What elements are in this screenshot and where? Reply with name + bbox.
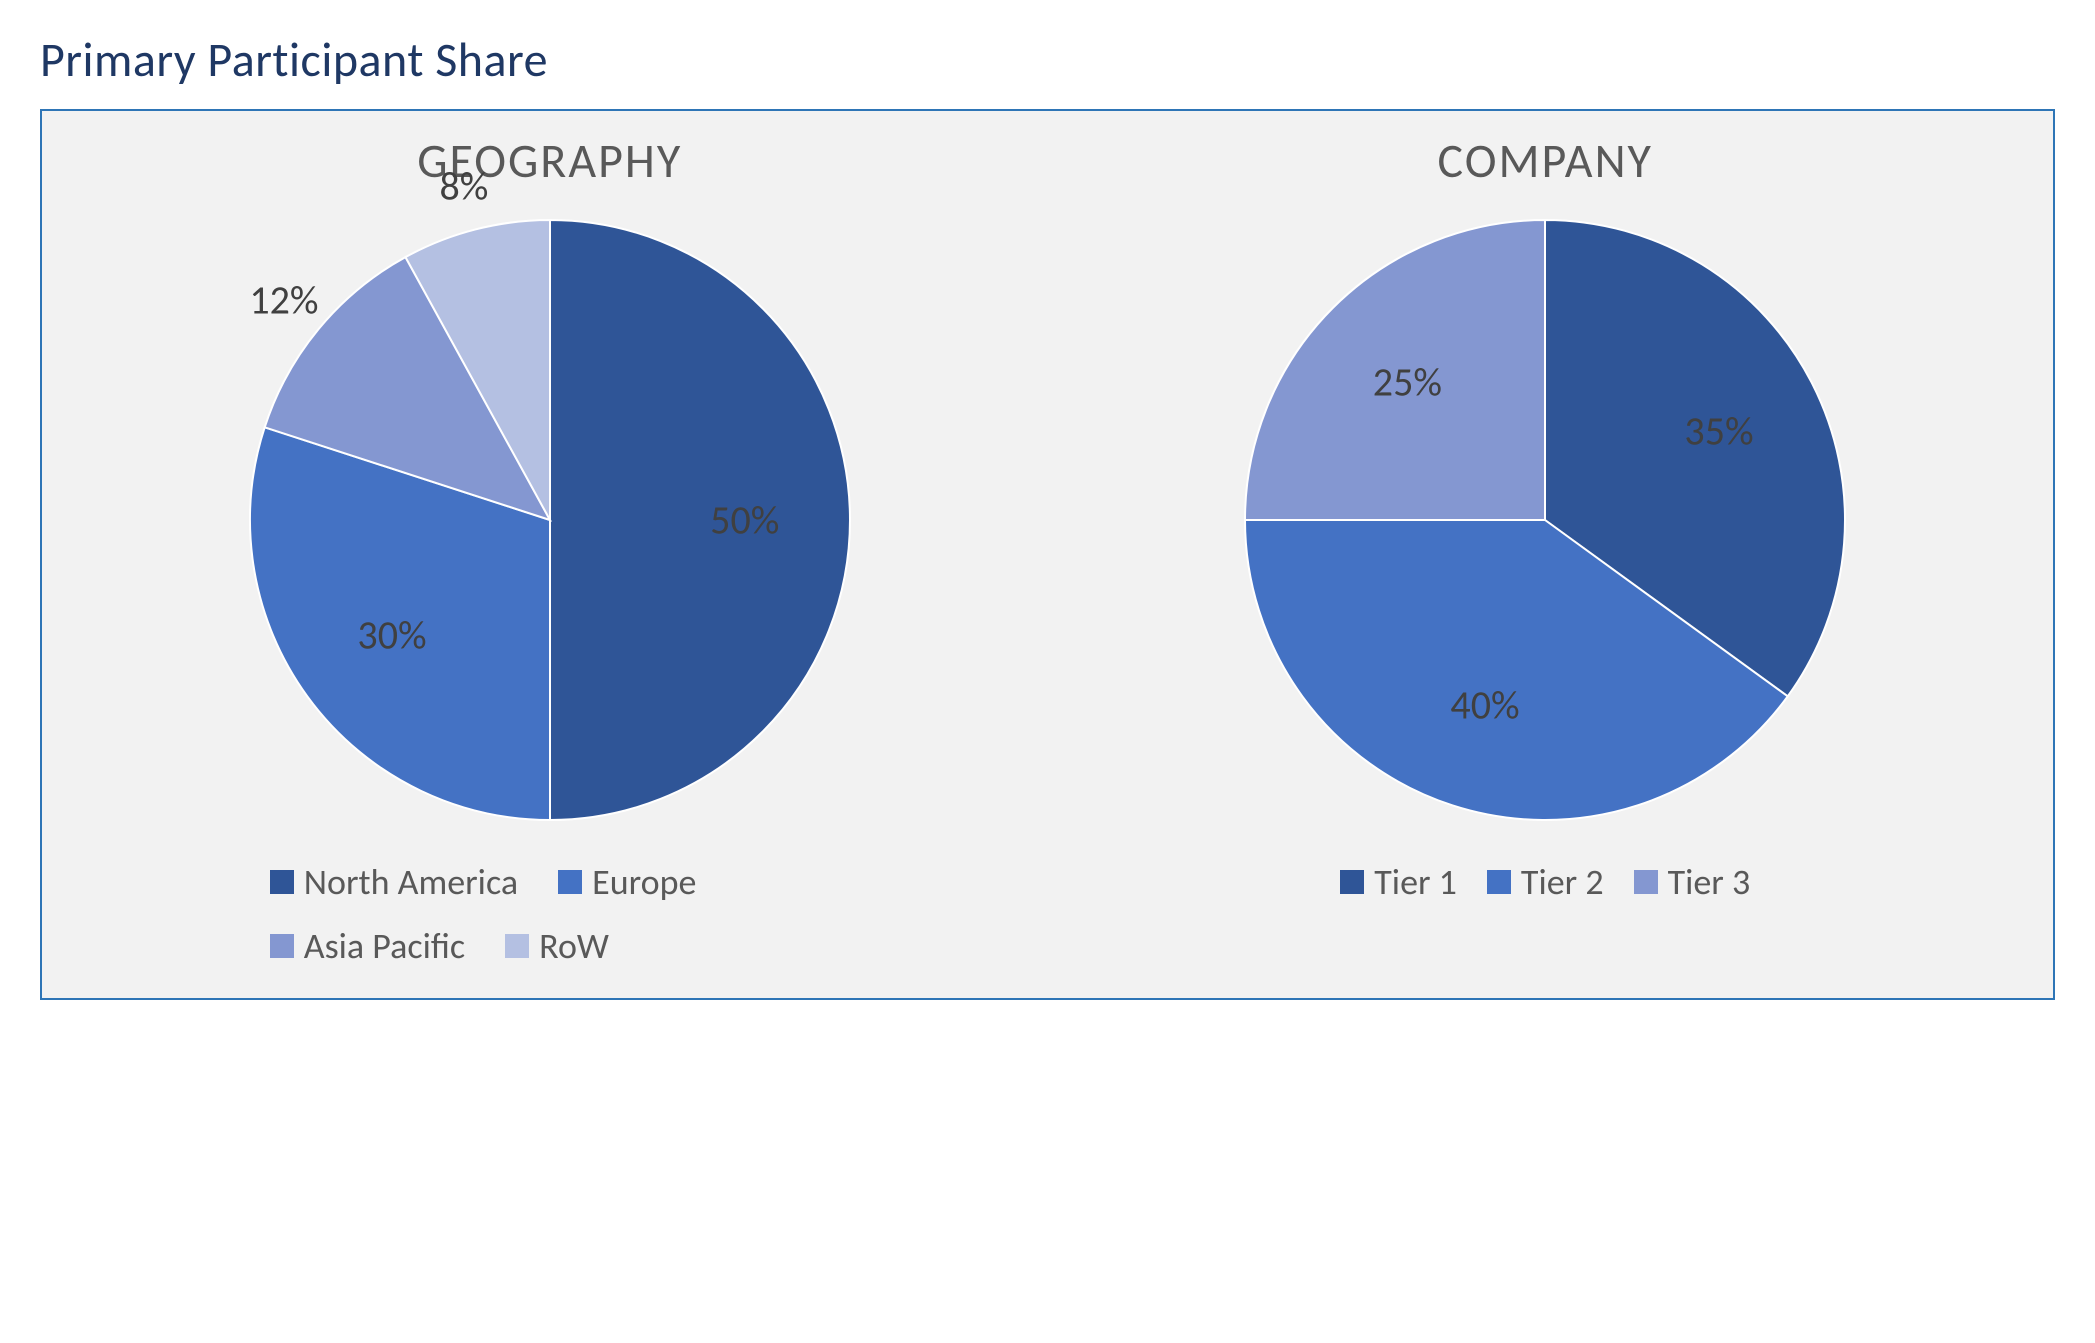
page-title: Primary Participant Share (40, 30, 2055, 89)
company-panel: COMPANY 35% 40% 25% Tier 1 Tier 2 Tier 3 (1078, 131, 2014, 968)
geography-panel: GEOGRAPHY 50%30%12%8% North AmericaEurop… (82, 131, 1018, 968)
legend-item-row: RoW (505, 924, 609, 968)
legend-swatch (1487, 870, 1511, 894)
pie-label-tier-3: 25% (1373, 358, 1442, 407)
legend-item-tier-2: Tier 2 (1487, 860, 1604, 904)
legend-label: Tier 3 (1668, 860, 1751, 904)
legend-label: Tier 2 (1521, 860, 1604, 904)
legend-label: Asia Pacific (304, 924, 465, 968)
legend-item-north-america: North America (270, 860, 518, 904)
charts-container: GEOGRAPHY 50%30%12%8% North AmericaEurop… (40, 109, 2055, 1000)
pie-label-tier-2: 40% (1450, 681, 1519, 730)
legend-item-tier-1: Tier 1 (1340, 860, 1457, 904)
geography-pie: 50%30%12%8% (240, 210, 860, 830)
legend-label: RoW (539, 924, 609, 968)
pie-label-tier-1: 35% (1684, 407, 1753, 456)
legend-swatch (558, 870, 582, 894)
legend-swatch (1634, 870, 1658, 894)
legend-label: Europe (592, 860, 696, 904)
legend-item-asia-pacific: Asia Pacific (270, 924, 465, 968)
legend-swatch (270, 870, 294, 894)
pie-label-asia-pacific: 12% (249, 276, 318, 325)
pie-label-row: 8% (440, 161, 489, 210)
company-pie: 35% 40% 25% (1235, 210, 1855, 830)
geography-legend: North America Europe Asia Pacific RoW (240, 860, 860, 968)
legend-swatch (270, 934, 294, 958)
company-title: COMPANY (1438, 131, 1653, 190)
pie-label-north-america: 50% (710, 496, 779, 545)
legend-swatch (1340, 870, 1364, 894)
pie-label-europe: 30% (357, 610, 426, 659)
company-legend: Tier 1 Tier 2 Tier 3 (1235, 860, 1855, 904)
legend-item-tier-3: Tier 3 (1634, 860, 1751, 904)
legend-label: Tier 1 (1374, 860, 1457, 904)
legend-swatch (505, 934, 529, 958)
legend-item-europe: Europe (558, 860, 696, 904)
legend-label: North America (304, 860, 518, 904)
pie-slice-north-america (550, 220, 850, 820)
